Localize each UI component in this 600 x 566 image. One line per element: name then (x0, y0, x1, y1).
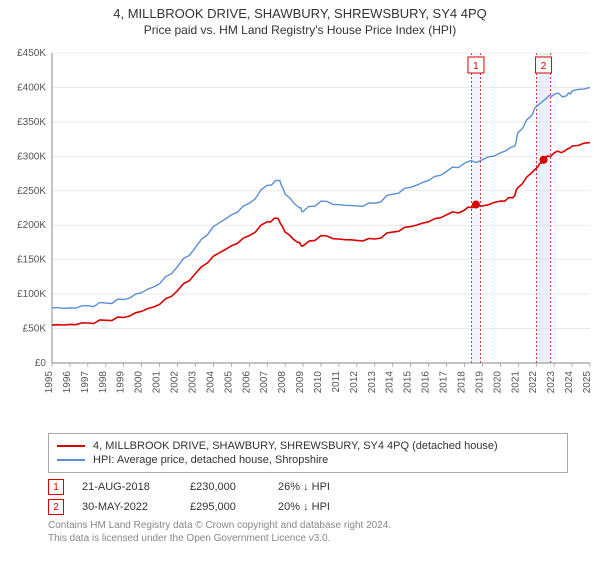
legend-row: HPI: Average price, detached house, Shro… (57, 454, 559, 466)
event-price: £295,000 (190, 501, 260, 513)
svg-text:2012: 2012 (349, 371, 360, 394)
svg-text:2006: 2006 (241, 371, 252, 394)
svg-text:2: 2 (541, 61, 547, 72)
chart-title: 4, MILLBROOK DRIVE, SHAWBURY, SHREWSBURY… (0, 6, 600, 21)
legend-row: 4, MILLBROOK DRIVE, SHAWBURY, SHREWSBURY… (57, 440, 559, 452)
svg-text:2007: 2007 (259, 371, 270, 394)
svg-text:1: 1 (473, 61, 479, 72)
svg-text:£350K: £350K (17, 117, 46, 128)
svg-text:£200K: £200K (17, 220, 46, 231)
svg-text:2000: 2000 (134, 371, 145, 394)
svg-text:2009: 2009 (295, 371, 306, 394)
svg-text:1995: 1995 (44, 371, 55, 394)
svg-text:2001: 2001 (152, 371, 163, 394)
legend-label: 4, MILLBROOK DRIVE, SHAWBURY, SHREWSBURY… (93, 440, 498, 452)
svg-text:2011: 2011 (331, 371, 342, 393)
svg-text:1998: 1998 (98, 371, 109, 394)
event-marker: 2 (48, 499, 64, 515)
attribution-line: This data is licensed under the Open Gov… (48, 532, 568, 545)
event-row: 1 21-AUG-2018 £230,000 26% ↓ HPI (48, 479, 568, 495)
svg-text:£300K: £300K (17, 151, 46, 162)
attribution: Contains HM Land Registry data © Crown c… (48, 519, 568, 545)
attribution-line: Contains HM Land Registry data © Crown c… (48, 519, 568, 532)
svg-text:£450K: £450K (17, 48, 46, 59)
events-table: 1 21-AUG-2018 £230,000 26% ↓ HPI 2 30-MAY-202… (48, 479, 568, 515)
event-marker: 1 (48, 479, 64, 495)
svg-text:2014: 2014 (385, 371, 396, 394)
legend: 4, MILLBROOK DRIVE, SHAWBURY, SHREWSBURY… (48, 433, 568, 473)
svg-text:2024: 2024 (564, 371, 575, 394)
svg-text:2023: 2023 (546, 371, 557, 394)
svg-text:£250K: £250K (17, 186, 46, 197)
svg-text:£0: £0 (35, 358, 47, 369)
event-date: 30-MAY-2022 (82, 501, 172, 513)
svg-text:2004: 2004 (205, 371, 216, 394)
svg-text:2002: 2002 (170, 371, 181, 394)
svg-text:2019: 2019 (474, 371, 485, 394)
svg-text:2008: 2008 (277, 371, 288, 394)
chart-svg: £0 £50K £100K £150K £200K £250K £300K £350K £400… (0, 45, 600, 425)
event-date: 21-AUG-2018 (82, 481, 172, 493)
event-price: £230,000 (190, 481, 260, 493)
svg-text:£400K: £400K (17, 82, 46, 93)
svg-text:2005: 2005 (223, 371, 234, 394)
chart-subtitle: Price paid vs. HM Land Registry's House … (0, 23, 600, 37)
svg-text:2020: 2020 (492, 371, 503, 394)
legend-label: HPI: Average price, detached house, Shro… (93, 454, 328, 466)
svg-text:2003: 2003 (187, 371, 198, 394)
event-pct: 26% ↓ HPI (278, 481, 368, 493)
svg-text:2018: 2018 (456, 371, 467, 394)
svg-text:1996: 1996 (62, 371, 73, 394)
chart-area: £0 £50K £100K £150K £200K £250K £300K £350K £400… (0, 45, 600, 425)
svg-text:2021: 2021 (510, 371, 521, 394)
svg-text:2013: 2013 (367, 371, 378, 394)
svg-text:£50K: £50K (23, 324, 47, 335)
legend-swatch (57, 459, 85, 461)
svg-text:2016: 2016 (421, 371, 432, 394)
svg-text:£150K: £150K (17, 255, 46, 266)
svg-text:2015: 2015 (403, 371, 414, 394)
event-pct: 20% ↓ HPI (278, 501, 368, 513)
svg-text:2010: 2010 (313, 371, 324, 394)
svg-text:2017: 2017 (439, 371, 450, 394)
svg-text:1997: 1997 (80, 371, 91, 394)
svg-text:2025: 2025 (582, 371, 593, 394)
legend-swatch (57, 445, 85, 447)
svg-text:1999: 1999 (116, 371, 127, 394)
svg-text:2022: 2022 (528, 371, 539, 394)
svg-text:£100K: £100K (17, 289, 46, 300)
event-row: 2 30-MAY-2022 £295,000 20% ↓ HPI (48, 499, 568, 515)
